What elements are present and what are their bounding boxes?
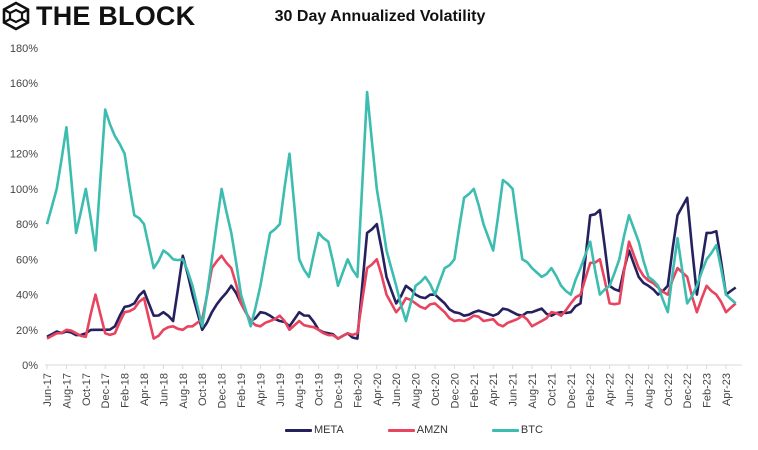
x-tick-label: Jun-22 [624,373,636,407]
x-tick-label: Feb-23 [702,373,714,408]
x-tick-label: Aug-19 [294,373,306,408]
x-tick-label: Jun-20 [391,373,403,407]
brand-logo: THE BLOCK [2,1,195,31]
legend: META AMZN BTC [285,424,587,436]
x-tick-label: Aug-21 [527,373,539,408]
y-tick-label: 60% [16,254,38,266]
x-tick-label: Oct-21 [546,373,558,406]
legend-swatch-meta [285,428,312,432]
x-tick-label: Aug-22 [643,373,655,408]
chart-title: 30 Day Annualized Volatility [274,8,486,25]
x-tick-label: Jun-19 [275,373,287,407]
series-line-amzn [46,240,737,340]
y-tick-label: 160% [10,78,38,90]
series-lines [45,90,737,340]
x-tick-label: Oct-20 [430,373,442,406]
x-tick-label: Oct-17 [81,373,93,406]
y-tick-label: 0% [22,360,38,372]
y-tick-label: 180% [10,43,38,55]
x-tick-label: Feb-22 [585,373,597,408]
y-tick-label: 80% [16,219,38,231]
y-axis: 0% 20% 40% 60% 80% 100% 120% 140% 160% 180% [10,43,38,372]
legend-item-btc[interactable]: BTC [491,424,543,436]
legend-label-meta: META [314,424,344,436]
x-tick-label: Apr-18 [139,373,151,406]
x-tick-label: Dec-20 [449,373,461,408]
x-tick-label: Aug-20 [411,373,423,408]
x-tick-label: Apr-22 [605,373,617,406]
x-tick-label: Feb-20 [352,373,364,408]
x-tick-label: Dec-19 [333,373,345,408]
x-tick-label: Dec-17 [100,373,112,408]
x-tick-label: Jun-18 [158,373,170,407]
y-tick-label: 40% [16,290,38,302]
x-tick-label: Apr-21 [488,373,500,406]
y-tick-label: 20% [16,325,38,337]
legend-item-meta[interactable]: META [285,424,344,436]
series-line-btc [45,90,737,328]
x-axis: Jun-17 Aug-17 Oct-17 Dec-17 Feb-18 Apr-18 Jun-… [42,364,742,408]
x-tick-label: Jun-21 [508,373,520,407]
x-tick-label: Dec-22 [682,373,694,408]
x-tick-label: Feb-19 [236,373,248,408]
x-tick-label: Feb-21 [469,373,481,408]
x-tick-label: Oct-18 [197,373,209,406]
legend-label-btc: BTC [520,424,543,436]
x-tick-label: Aug-18 [178,373,190,408]
y-tick-label: 100% [10,184,38,196]
y-tick-label: 120% [10,149,38,161]
x-tick-label: Oct-22 [663,373,675,406]
legend-swatch-btc [491,428,519,432]
x-tick-label: Jun-17 [42,373,54,407]
x-tick-label: Apr-19 [255,373,267,406]
legend-swatch-amzn [387,428,415,432]
x-tick-label: Feb-18 [120,373,132,408]
x-tick-label: Aug-17 [61,373,73,408]
x-tick-label: Apr-23 [721,373,733,406]
x-tick-label: Dec-21 [566,373,578,408]
y-tick-label: 140% [10,113,38,125]
x-tick-label: Dec-18 [217,373,229,408]
x-tick-label: Oct-19 [314,373,326,406]
legend-label-amzn: AMZN [416,424,448,436]
brand-name: THE BLOCK [36,1,196,31]
cube-logo-icon [2,1,30,31]
x-tick-label: Apr-20 [372,373,384,406]
legend-item-amzn[interactable]: AMZN [387,424,448,436]
